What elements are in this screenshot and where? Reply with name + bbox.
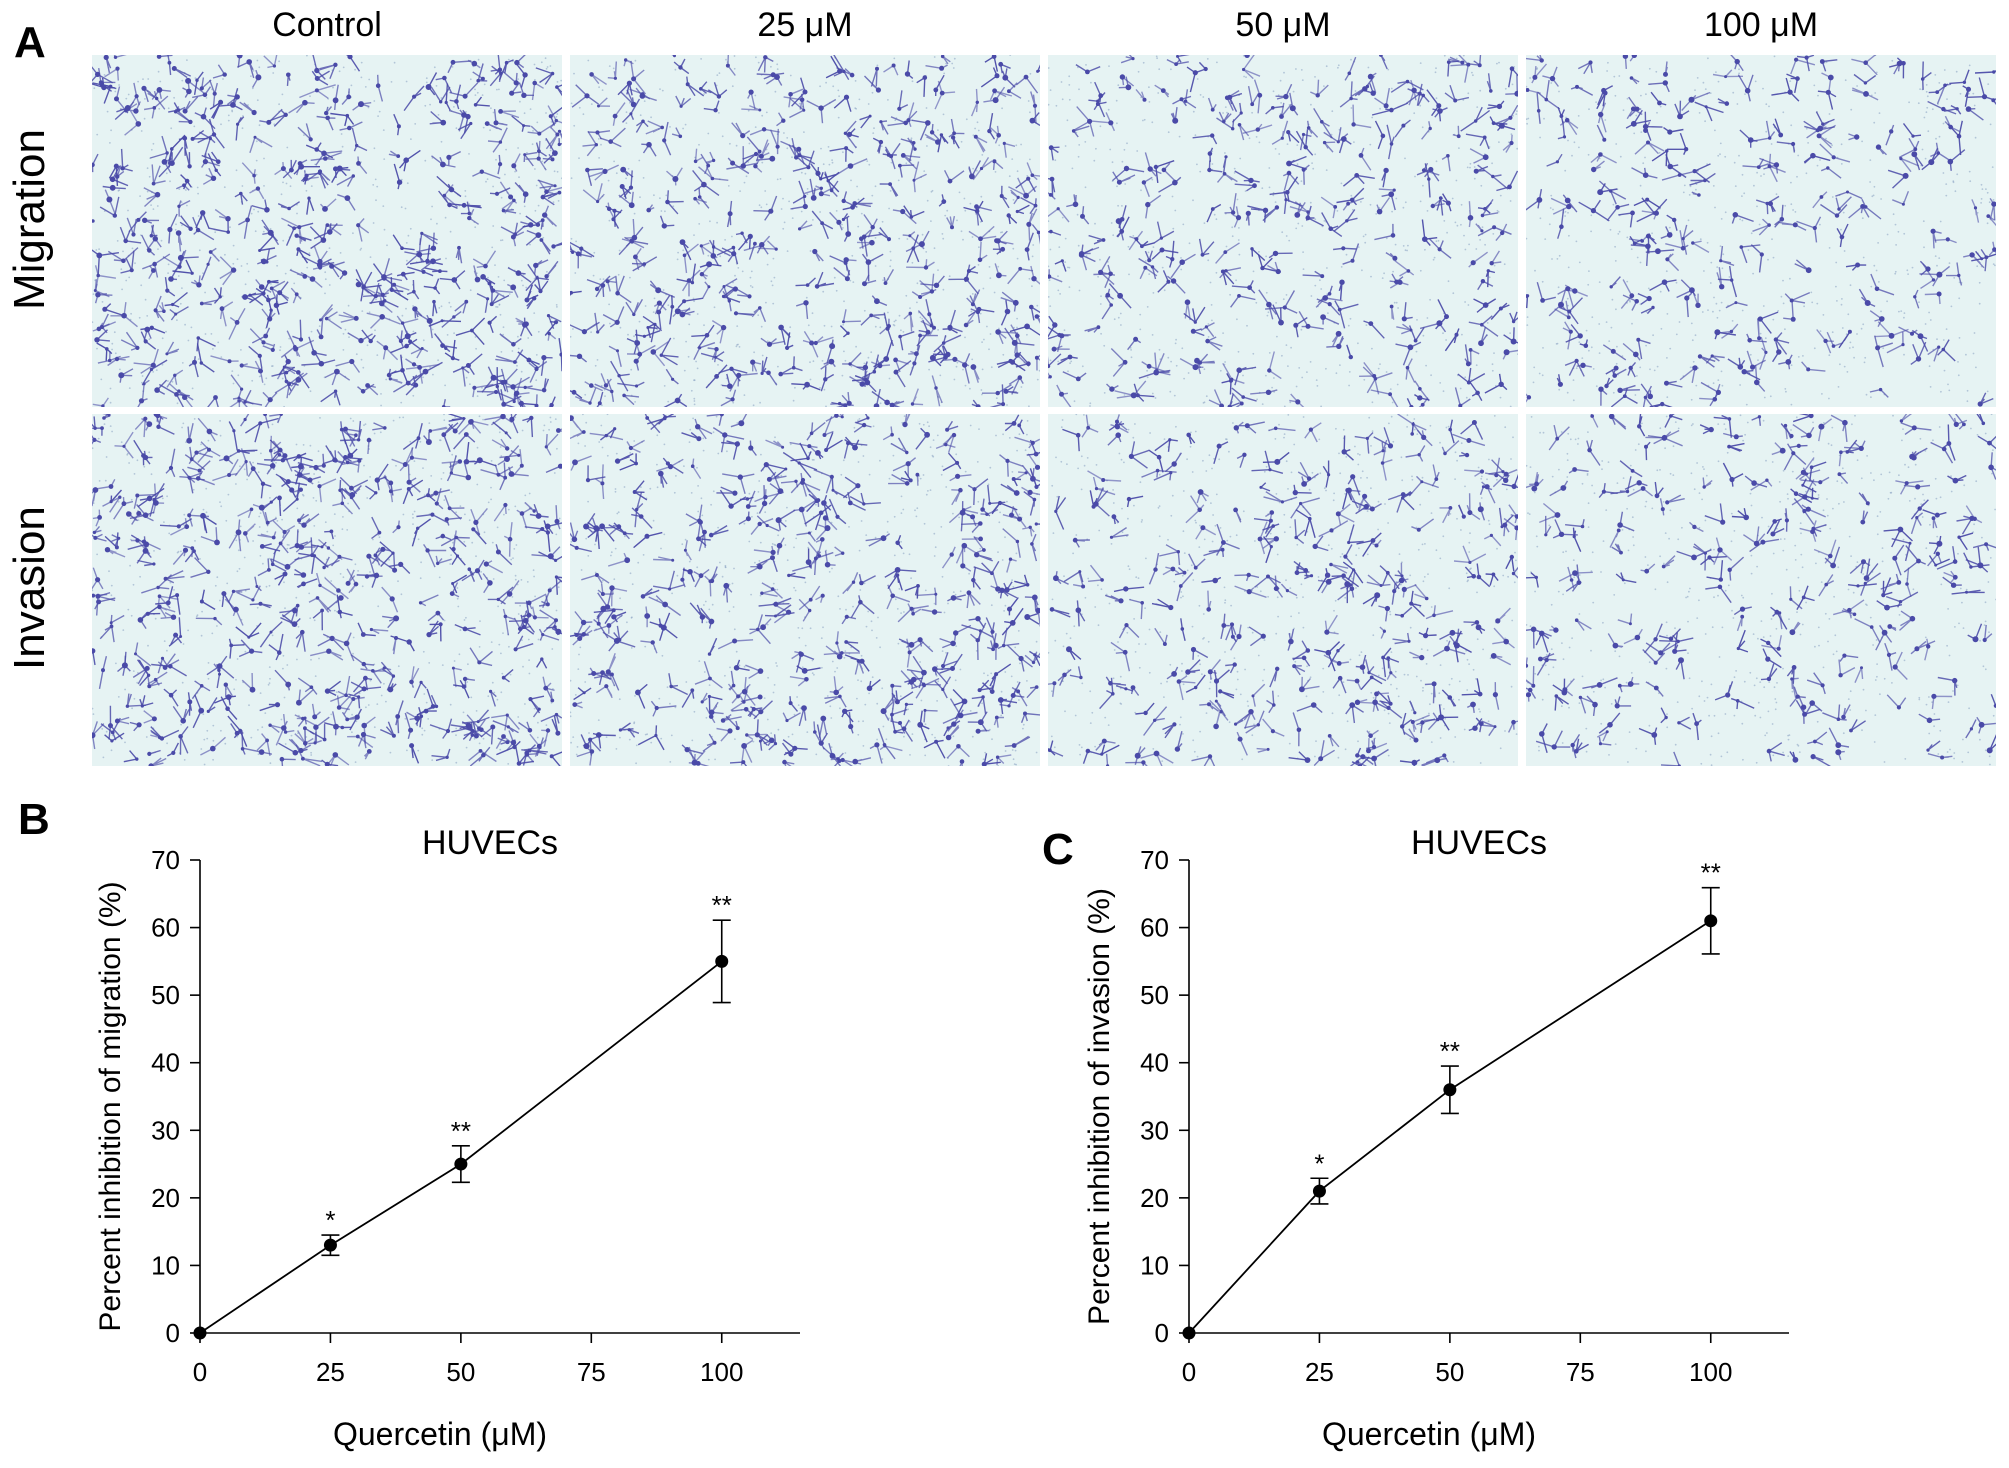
invasion-chart-y-tick-label: 50 bbox=[1140, 980, 1169, 1010]
migration-chart-data-point bbox=[454, 1157, 468, 1171]
invasion-chart-y-tick-label: 10 bbox=[1140, 1250, 1169, 1280]
micrograph-invasion-25um bbox=[570, 414, 1040, 766]
migration-chart-significance-mark: ** bbox=[712, 890, 732, 920]
migration-chart-y-axis-label: Percent inhibition of migration (%) bbox=[94, 881, 127, 1331]
migration-chart-y-tick-label: 60 bbox=[151, 913, 180, 943]
migration-chart-y-tick-label: 10 bbox=[151, 1250, 180, 1280]
panel-letter-b: B bbox=[18, 795, 50, 844]
column-label-control: Control bbox=[272, 6, 382, 44]
column-label-50um: 50 μM bbox=[1235, 6, 1331, 44]
migration-chart-x-tick-label: 25 bbox=[316, 1357, 345, 1387]
migration-chart-y-tick-label: 70 bbox=[151, 845, 180, 875]
migration-inhibition-chart: 0 10 20 30 40 50 60 70 0 25 50 75 100 HUVECs Quercetin… bbox=[94, 824, 800, 1452]
invasion-chart-x-tick-label: 25 bbox=[1305, 1357, 1334, 1387]
migration-chart-y-tick-label: 40 bbox=[151, 1048, 180, 1078]
migration-chart-significance-mark: * bbox=[325, 1205, 335, 1235]
invasion-chart-x-tick-label: 0 bbox=[1182, 1357, 1196, 1387]
row-label-migration: Migration bbox=[5, 129, 54, 310]
invasion-chart-series-line bbox=[1188, 920, 1712, 1334]
column-label-25um: 25 μM bbox=[757, 6, 853, 44]
migration-chart-data-point bbox=[715, 954, 729, 968]
micrograph-migration-25um bbox=[570, 55, 1040, 407]
invasion-chart-y-tick-label: 30 bbox=[1140, 1115, 1169, 1145]
micrograph-invasion-control bbox=[92, 414, 562, 766]
invasion-chart-y-tick-label: 70 bbox=[1140, 845, 1169, 875]
invasion-chart-significance-mark: * bbox=[1314, 1148, 1324, 1178]
micrograph-migration-control bbox=[92, 55, 562, 407]
invasion-chart-significance-mark: ** bbox=[1440, 1036, 1460, 1066]
invasion-chart-title: HUVECs bbox=[1411, 824, 1547, 862]
micrograph-migration-50um bbox=[1048, 55, 1518, 407]
migration-chart-significance-mark: ** bbox=[451, 1116, 471, 1146]
migration-chart-y-tick-label: 30 bbox=[151, 1115, 180, 1145]
invasion-chart-x-tick-label: 50 bbox=[1435, 1357, 1464, 1387]
micrograph-invasion-50um bbox=[1048, 414, 1518, 766]
invasion-chart-y-axis-label: Percent inhibition of invasion (%) bbox=[1083, 888, 1116, 1325]
panel-letter-c: C bbox=[1042, 825, 1074, 874]
invasion-chart-data-point bbox=[1182, 1326, 1196, 1340]
column-label-100um: 100 μM bbox=[1703, 6, 1819, 44]
panel-letter-a: A bbox=[14, 18, 46, 67]
migration-chart-x-tick-label: 75 bbox=[577, 1357, 606, 1387]
migration-chart-x-axis-label: Quercetin (μM) bbox=[333, 1416, 547, 1452]
invasion-chart-data-point bbox=[1443, 1083, 1457, 1097]
migration-chart-title: HUVECs bbox=[422, 824, 558, 862]
invasion-chart-data-point bbox=[1312, 1184, 1326, 1198]
migration-chart-data-point bbox=[193, 1326, 207, 1340]
migration-chart-y-tick-label: 50 bbox=[151, 980, 180, 1010]
invasion-chart-data-point bbox=[1704, 914, 1718, 928]
micrograph-migration-100um bbox=[1526, 55, 1996, 407]
migration-chart-x-tick-label: 100 bbox=[700, 1357, 743, 1387]
migration-chart-y-tick-label: 20 bbox=[151, 1183, 180, 1213]
invasion-chart-x-axis-label: Quercetin (μM) bbox=[1322, 1416, 1536, 1452]
invasion-chart-y-tick-label: 40 bbox=[1140, 1048, 1169, 1078]
row-label-invasion: Invasion bbox=[5, 506, 54, 670]
invasion-chart-x-tick-label: 100 bbox=[1689, 1357, 1732, 1387]
migration-chart-y-tick-label: 0 bbox=[166, 1318, 180, 1348]
migration-chart-series-line bbox=[199, 960, 723, 1334]
invasion-chart-y-tick-label: 0 bbox=[1155, 1318, 1169, 1348]
migration-chart-data-point bbox=[323, 1238, 337, 1252]
invasion-chart-y-tick-label: 60 bbox=[1140, 913, 1169, 943]
invasion-inhibition-chart: 0 10 20 30 40 50 60 70 0 25 50 75 100 HUVECs Quercetin… bbox=[1083, 824, 1789, 1452]
micrograph-invasion-100um bbox=[1526, 414, 1996, 766]
invasion-chart-y-tick-label: 20 bbox=[1140, 1183, 1169, 1213]
migration-chart-x-tick-label: 50 bbox=[446, 1357, 475, 1387]
invasion-chart-x-tick-label: 75 bbox=[1566, 1357, 1595, 1387]
migration-chart-x-tick-label: 0 bbox=[193, 1357, 207, 1387]
invasion-chart-significance-mark: ** bbox=[1701, 858, 1721, 888]
